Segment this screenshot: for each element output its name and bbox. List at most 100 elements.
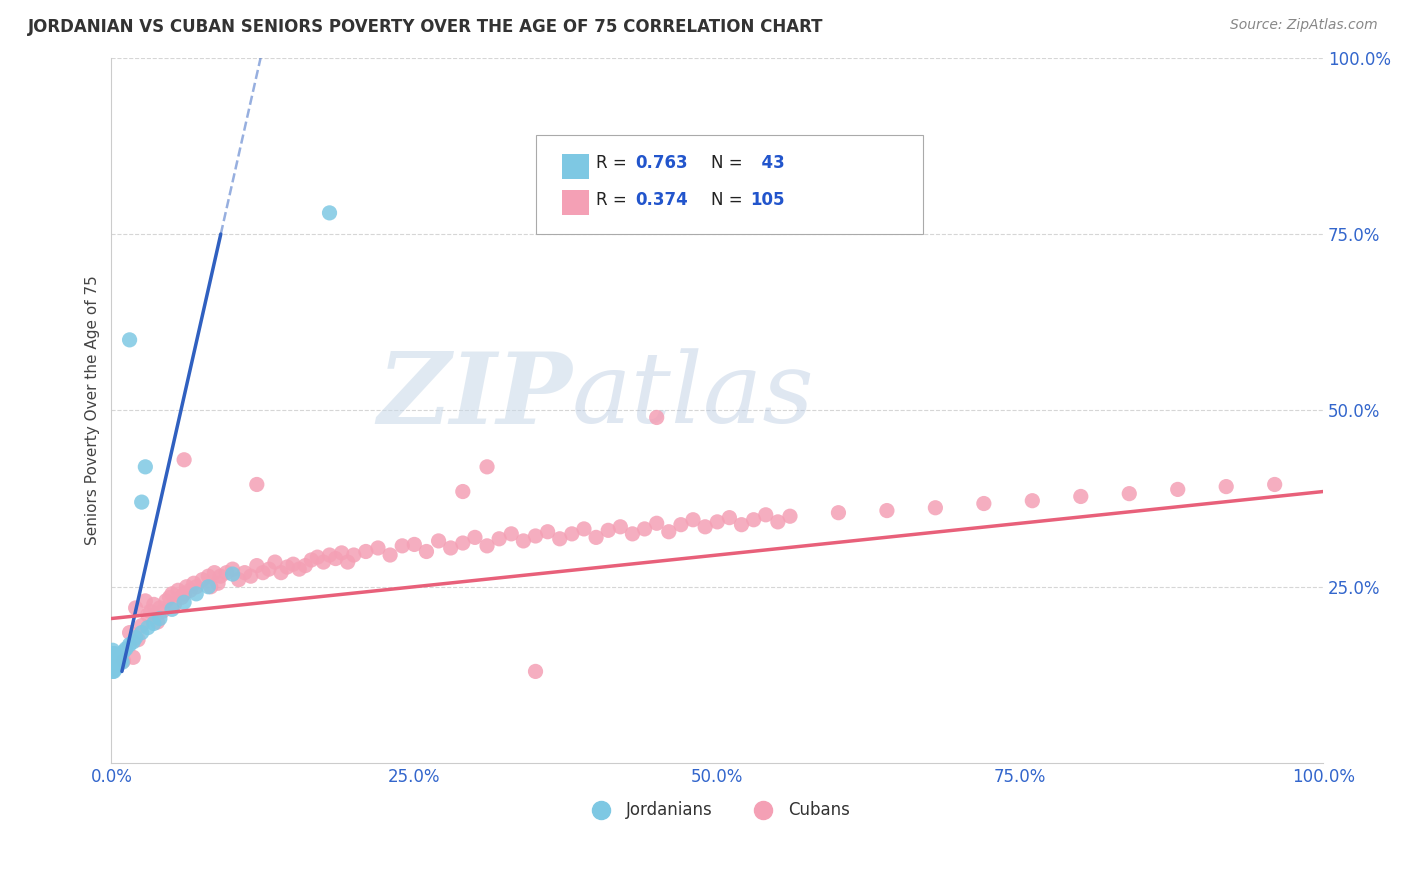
Point: [524, 665, 547, 679]
Point: [755, 508, 778, 522]
Point: [101, 647, 124, 661]
Point: [475, 459, 498, 474]
Point: [101, 661, 124, 675]
Point: [561, 526, 583, 541]
Point: [104, 654, 127, 668]
Point: [246, 477, 269, 491]
Point: [122, 634, 145, 648]
Point: [548, 532, 571, 546]
Point: [108, 653, 131, 667]
Point: [134, 459, 156, 474]
Point: [103, 661, 125, 675]
Text: atlas: atlas: [572, 349, 814, 444]
Point: [312, 555, 335, 569]
Point: [246, 558, 269, 573]
Point: [103, 650, 125, 665]
Point: [160, 587, 183, 601]
Point: [228, 573, 250, 587]
Point: [415, 544, 437, 558]
Text: R =: R =: [596, 154, 633, 172]
Point: [159, 591, 181, 605]
Point: [124, 631, 146, 645]
Point: [536, 524, 558, 539]
Point: [973, 496, 995, 510]
Point: [173, 452, 195, 467]
Point: [124, 601, 146, 615]
Point: [115, 641, 138, 656]
Point: [1118, 486, 1140, 500]
Point: [1264, 477, 1286, 491]
Point: [105, 655, 128, 669]
Point: [276, 560, 298, 574]
Text: 105: 105: [749, 191, 785, 210]
Text: R =: R =: [596, 191, 633, 210]
Point: [101, 657, 124, 672]
Point: [122, 650, 145, 665]
Point: [451, 484, 474, 499]
Point: [155, 594, 177, 608]
Bar: [562, 190, 589, 215]
Point: [146, 615, 169, 629]
Text: N =: N =: [711, 191, 748, 210]
Point: [150, 604, 173, 618]
Point: [191, 573, 214, 587]
Point: [221, 567, 243, 582]
Point: [131, 625, 153, 640]
Point: [451, 536, 474, 550]
Point: [318, 548, 340, 562]
Point: [173, 587, 195, 601]
Text: 43: 43: [749, 154, 785, 172]
Point: [101, 654, 124, 668]
Point: [136, 621, 159, 635]
Point: [149, 611, 172, 625]
Point: [103, 657, 125, 672]
Point: [464, 530, 486, 544]
Point: [167, 583, 190, 598]
Point: [186, 587, 208, 601]
Point: [633, 522, 655, 536]
Text: Source: ZipAtlas.com: Source: ZipAtlas.com: [1230, 18, 1378, 32]
Point: [233, 566, 256, 580]
Point: [427, 533, 450, 548]
Point: [307, 550, 329, 565]
Point: [183, 576, 205, 591]
Point: [131, 618, 153, 632]
Point: [645, 410, 668, 425]
Point: [149, 601, 172, 615]
Point: [524, 529, 547, 543]
Point: [1215, 480, 1237, 494]
Point: [270, 566, 292, 580]
Point: [176, 580, 198, 594]
Point: [104, 662, 127, 676]
Point: [827, 506, 849, 520]
Point: [1167, 483, 1189, 497]
Point: [475, 539, 498, 553]
Point: [682, 513, 704, 527]
Point: [209, 569, 232, 583]
Point: [131, 495, 153, 509]
Point: [501, 526, 523, 541]
Point: [105, 648, 128, 663]
Point: [215, 566, 238, 580]
Text: 0.763: 0.763: [636, 154, 688, 172]
Point: [876, 503, 898, 517]
Point: [112, 645, 135, 659]
Text: JORDANIAN VS CUBAN SENIORS POVERTY OVER THE AGE OF 75 CORRELATION CHART: JORDANIAN VS CUBAN SENIORS POVERTY OVER …: [28, 18, 824, 36]
FancyBboxPatch shape: [536, 136, 924, 234]
Y-axis label: Seniors Poverty Over the Age of 75: Seniors Poverty Over the Age of 75: [86, 276, 100, 545]
Point: [142, 598, 165, 612]
Point: [186, 580, 208, 594]
Point: [197, 569, 219, 583]
Point: [112, 654, 135, 668]
Point: [103, 647, 125, 661]
Point: [142, 616, 165, 631]
Bar: [562, 154, 589, 179]
Point: [200, 580, 222, 594]
Point: [207, 576, 229, 591]
Point: [110, 654, 132, 668]
Point: [779, 509, 801, 524]
Point: [105, 652, 128, 666]
Point: [288, 562, 311, 576]
Point: [585, 530, 607, 544]
Point: [669, 517, 692, 532]
